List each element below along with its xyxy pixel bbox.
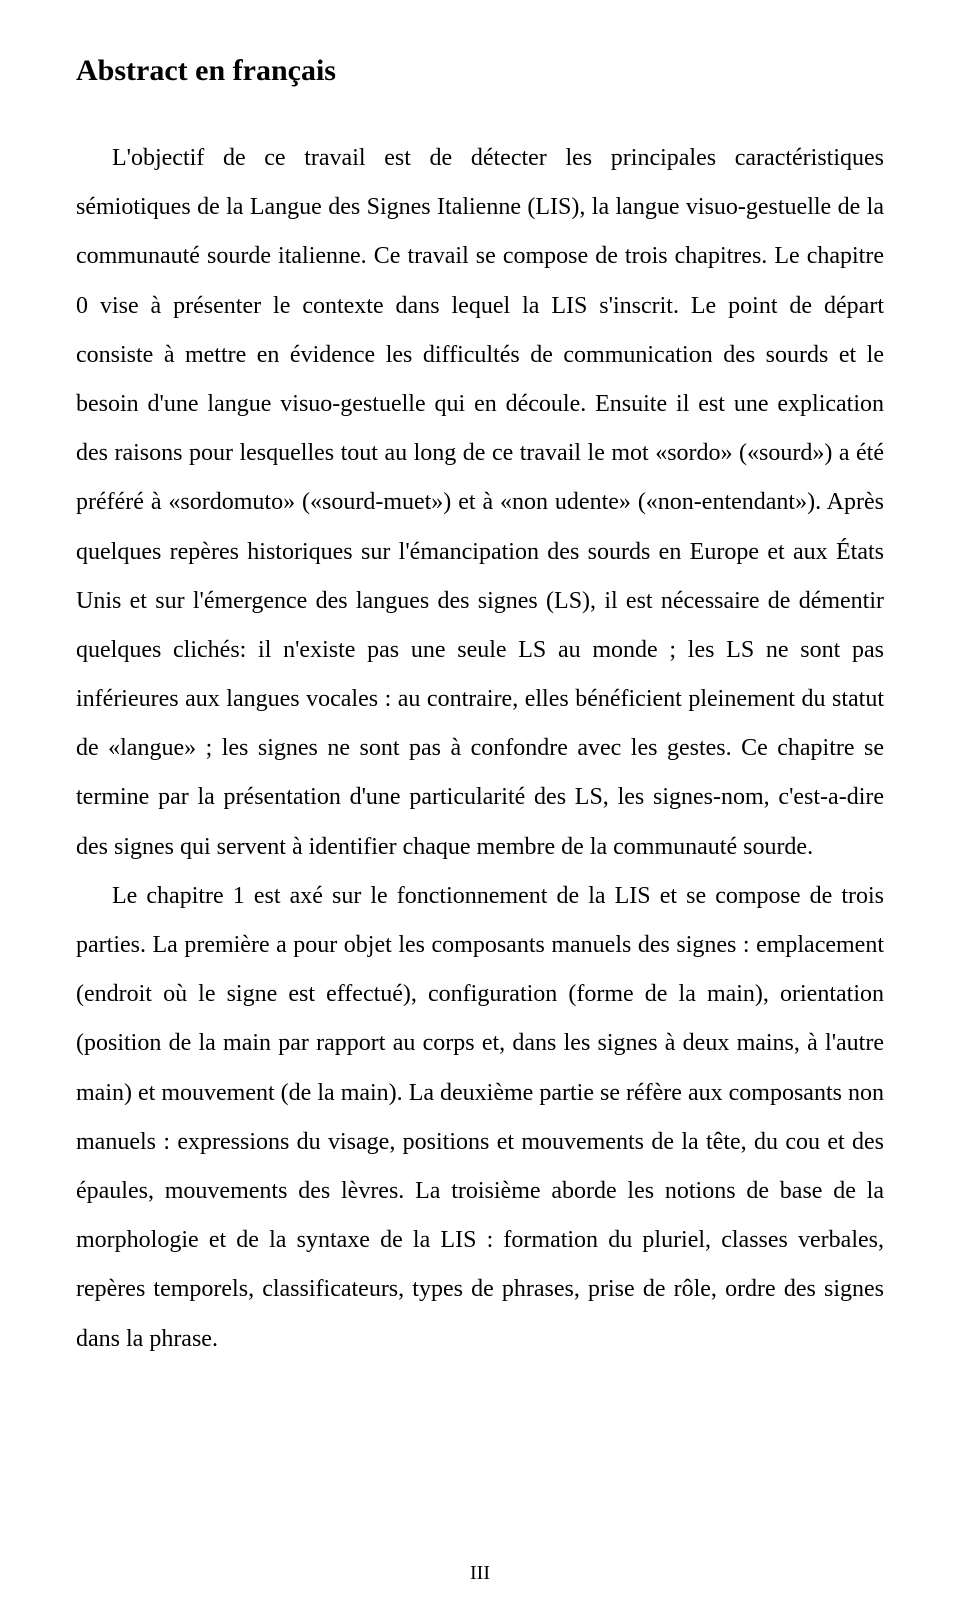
paragraph-1: L'objectif de ce travail est de détecter… <box>76 134 884 872</box>
body-text: L'objectif de ce travail est de détecter… <box>76 134 884 1364</box>
paragraph-2: Le chapitre 1 est axé sur le fonctionnem… <box>76 872 884 1364</box>
page-title: Abstract en français <box>76 54 884 88</box>
document-page: Abstract en français L'objectif de ce tr… <box>0 0 960 1613</box>
page-number: III <box>0 1562 960 1585</box>
